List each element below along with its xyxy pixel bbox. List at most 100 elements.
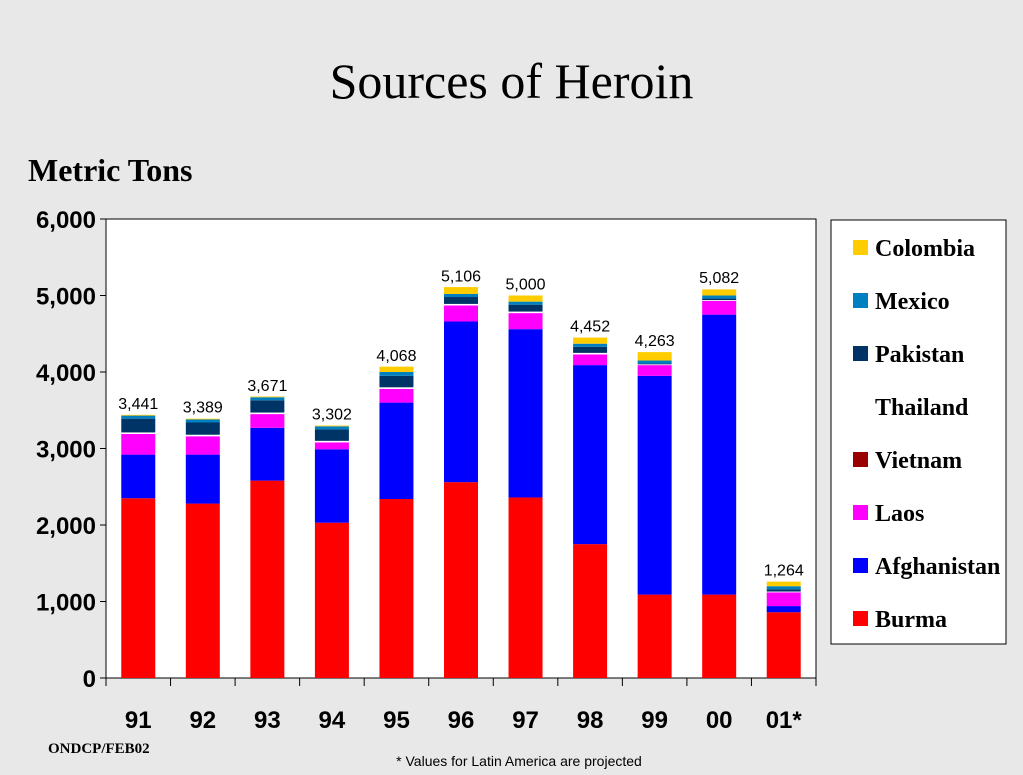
bar-segment-burma [573,544,608,678]
total-label: 4,068 [376,348,416,365]
y-tick-label: 3,000 [36,437,96,464]
x-tick-label: 01* [766,707,803,734]
bar-segment-colombia [508,295,543,302]
total-label: 1,264 [764,562,804,579]
total-label: 5,000 [506,277,546,294]
bar-segment-afghanistan [702,314,737,595]
x-tick-label: 97 [512,707,539,734]
bar-segment-burma [250,480,285,678]
bar-segment-mexico [573,343,608,347]
x-tick-label: 98 [577,707,604,734]
total-label: 5,082 [699,270,739,287]
bar-segment-burma [766,612,801,678]
x-tick-label: 00 [706,707,733,734]
bar-segment-thailand [637,364,672,366]
bar-segment-mexico [250,397,285,401]
legend-label-mexico: Mexico [875,289,950,315]
total-label: 4,263 [635,333,675,350]
bar-segment-afghanistan [185,454,220,504]
bar-segment-pakistan [314,429,349,441]
bar-segment-burma [702,594,737,678]
bar-segment-thailand [314,440,349,443]
bar-segment-laos [637,365,672,376]
bar-segment-laos [185,436,220,455]
legend-label-laos: Laos [875,501,924,527]
x-tick-label: 96 [448,707,475,734]
bar-segment-mexico [766,586,801,590]
total-label: 5,106 [441,268,481,285]
bar-segment-mexico [379,372,414,376]
bar-segment-mexico [121,415,156,419]
legend-label-afghanistan: Afghanistan [875,554,1000,580]
bar-segment-colombia [573,337,608,344]
bar-segment-afghanistan [379,402,414,499]
bar-segment-mexico [637,360,672,364]
legend-swatch-pakistan [853,346,868,361]
bar-segment-burma [444,482,478,678]
bar-segment-afghanistan [508,329,543,498]
legend-label-colombia: Colombia [875,236,975,262]
legend-label-vietnam: Vietnam [875,448,962,474]
bar-segment-thailand [121,432,156,434]
bar-segment-laos [314,442,349,450]
bar-segment-thailand [185,434,220,437]
bar-segment-burma [379,498,414,678]
bar-segment-afghanistan [573,365,608,545]
total-label: 3,302 [312,406,352,423]
bar-segment-thailand [379,387,414,389]
bar-segment-colombia [444,287,478,294]
y-tick-label: 4,000 [36,360,96,387]
bar-segment-burma [314,522,349,678]
source-note: ONDCP/FEB02 [48,741,150,757]
total-label: 3,441 [118,396,158,413]
bar-segment-pakistan [250,400,285,413]
x-tick-label: 92 [189,707,216,734]
bar-segment-colombia [637,352,672,361]
bar-segment-thailand [573,352,608,355]
bar-segment-colombia [121,414,156,416]
bar-segment-pakistan [185,422,220,435]
bar-segment-pakistan [121,418,156,433]
x-tick-label: 94 [319,707,346,734]
legend-swatch-thailand [853,399,868,414]
total-label: 4,452 [570,318,610,335]
bar-segment-pakistan [766,589,801,592]
bar-segment-colombia [250,396,285,398]
bar-segment-laos [121,433,156,455]
bar-segment-laos [766,592,801,607]
y-axis-label: Metric Tons [28,152,193,188]
y-tick-label: 5,000 [36,284,96,311]
bar-segment-laos [702,300,737,315]
bar-segment-afghanistan [121,454,156,499]
bar-segment-thailand [508,311,543,314]
bar-segment-afghanistan [444,321,478,483]
legend-swatch-laos [853,505,868,520]
bar-segment-pakistan [573,346,608,353]
bar-segment-burma [637,594,672,678]
x-tick-label: 99 [641,707,668,734]
legend-swatch-mexico [853,293,868,308]
bar-segment-mexico [508,301,543,305]
total-label: 3,671 [247,378,287,395]
legend-swatch-vietnam [853,452,868,467]
bar-segment-laos [508,313,543,330]
bar-segment-thailand [766,591,801,593]
bar-segment-mexico [444,293,478,298]
bar-segment-pakistan [702,298,737,301]
legend-swatch-afghanistan [853,558,868,573]
chart-title: Sources of Heroin [329,53,694,109]
bar-segment-pakistan [508,304,543,312]
x-tick-label: 93 [254,707,281,734]
footnote: * Values for Latin America are projected [396,753,642,769]
bar-segment-mexico [185,419,220,423]
bar-segment-burma [121,498,156,678]
y-tick-label: 1,000 [36,590,96,617]
bar-segment-colombia [702,289,737,296]
bar-segment-colombia [379,366,414,372]
legend-swatch-colombia [853,240,868,255]
legend [830,219,1007,645]
bar-segment-afghanistan [314,449,349,523]
bar-segment-mexico [702,295,737,299]
bar-segment-thailand [702,300,737,301]
